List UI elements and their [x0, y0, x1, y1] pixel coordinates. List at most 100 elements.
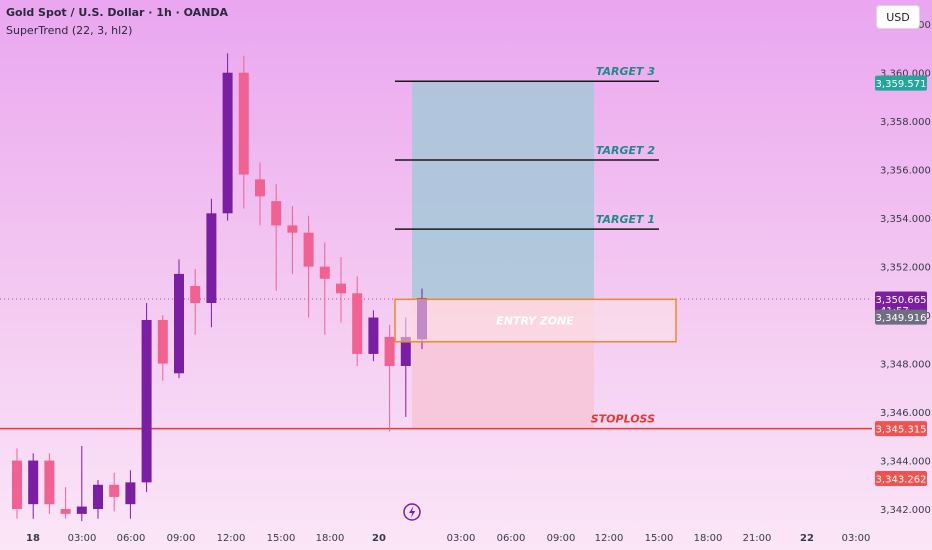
price-tick-label: 3,348.000	[880, 360, 931, 371]
candle	[60, 487, 71, 519]
price-tick-label: 3,352.000	[880, 263, 931, 274]
target-1-label: TARGET 1	[596, 213, 655, 226]
candle-body	[44, 460, 55, 505]
candle	[157, 315, 168, 381]
candle-body	[174, 273, 184, 374]
price-tick-label: 3,360.000	[880, 69, 931, 80]
target-2-label: TARGET 2	[596, 144, 656, 157]
candle	[384, 324, 395, 432]
stoploss-label: STOPLOSS	[591, 413, 655, 426]
candle-body	[206, 213, 217, 303]
price-tag-bg	[875, 470, 927, 486]
price-tick-label: 3,342.000	[880, 505, 931, 516]
time-tick-label: 18:00	[316, 533, 345, 544]
candle-body	[384, 336, 395, 367]
price-tick-label: 3,354.000	[880, 214, 931, 225]
candle-body	[93, 484, 103, 510]
price-tag-bg	[875, 309, 927, 325]
time-tick-label: 12:00	[217, 533, 246, 544]
price-tick-label: 3,358.000	[880, 117, 931, 128]
time-tick-label: 21:00	[743, 533, 772, 544]
price-tag-label: 3,350.665	[876, 295, 927, 306]
currency-selector[interactable]: USD	[876, 5, 920, 29]
entry-zone-label: ENTRY ZONE	[496, 315, 574, 328]
candle	[255, 162, 265, 226]
price-tag-label: 3,345.315	[876, 425, 927, 436]
candle-body	[238, 72, 249, 175]
candle	[174, 259, 184, 379]
candle-body	[352, 293, 363, 354]
candle	[303, 215, 314, 318]
time-tick-label: 06:00	[497, 533, 526, 544]
candle	[271, 184, 282, 291]
time-tick-label: 03:00	[68, 533, 97, 544]
time-tick-label: 09:00	[547, 533, 576, 544]
candle	[93, 479, 103, 519]
candle-body	[400, 336, 411, 367]
time-tick-label: 15:00	[267, 533, 296, 544]
candle	[190, 269, 201, 335]
time-tick-label: 03:00	[842, 533, 871, 544]
candle-body	[368, 317, 379, 354]
candle-body	[12, 460, 22, 510]
candle-body	[190, 286, 201, 303]
candle-body	[109, 484, 120, 497]
candle	[28, 453, 39, 519]
time-tick-label: 06:00	[117, 533, 146, 544]
time-tick-label: 03:00	[447, 533, 476, 544]
candle-body	[76, 506, 87, 514]
price-tag-bg	[875, 421, 927, 437]
time-tick-label: 15:00	[645, 533, 674, 544]
target-3-label: TARGET 3	[596, 65, 656, 78]
price-tag-label: 3,359.571	[876, 79, 927, 90]
price-tag: 3,345.315	[875, 421, 927, 437]
candle-body	[287, 225, 298, 233]
candle-body	[336, 283, 346, 294]
price-tag: 3,359.571	[875, 75, 927, 91]
price-tick-label: 3,344.000	[880, 457, 931, 468]
candle	[238, 55, 249, 209]
candle	[368, 310, 379, 362]
candle	[352, 276, 363, 367]
candle-body	[28, 460, 39, 505]
price-tick-label: 3,356.000	[880, 166, 931, 177]
price-tag-label: 3,343.262	[876, 474, 927, 485]
candle	[319, 242, 330, 335]
lightning-icon[interactable]	[403, 503, 421, 521]
candle	[109, 472, 120, 512]
price-tag: 3,343.262	[875, 470, 927, 486]
entry-zone-box	[394, 298, 677, 343]
candle	[222, 53, 233, 221]
lightning-icon-ring	[403, 503, 421, 521]
price-tag: 3,349.916	[875, 309, 927, 325]
candle-body	[60, 509, 71, 514]
candle	[12, 448, 22, 519]
candle	[206, 198, 217, 328]
candle-body	[157, 319, 168, 364]
candle-body	[271, 201, 282, 226]
time-tick-label: 22	[800, 533, 814, 544]
time-tick-label: 12:00	[595, 533, 624, 544]
candle	[141, 302, 152, 493]
candle-body	[141, 319, 152, 483]
price-tick-label: 3,346.000	[880, 408, 931, 419]
candle	[76, 446, 87, 522]
indicator-label[interactable]: SuperTrend (22, 3, hl2)	[6, 24, 133, 37]
candle	[287, 206, 298, 274]
time-tick-label: 18:00	[694, 533, 723, 544]
candle-body	[319, 266, 330, 279]
candle	[125, 470, 136, 519]
candle-body	[125, 482, 136, 505]
candle-body	[222, 72, 233, 214]
time-tick-label: 18	[26, 533, 40, 544]
candle-body	[255, 179, 265, 197]
candle-body	[303, 232, 314, 267]
candle	[336, 256, 346, 323]
profit-zone	[412, 81, 594, 300]
time-tick-label: 09:00	[167, 533, 196, 544]
chart-title[interactable]: Gold Spot / U.S. Dollar · 1h · OANDA	[6, 6, 229, 19]
lightning-icon-bolt	[409, 506, 416, 518]
price-tag-label: 3,349.916	[876, 313, 927, 324]
